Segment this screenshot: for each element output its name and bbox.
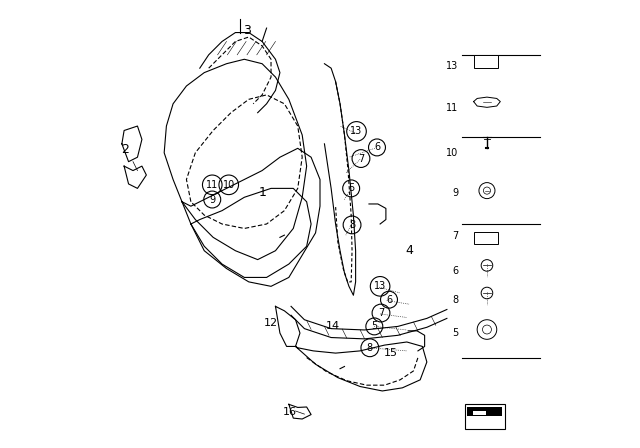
FancyBboxPatch shape bbox=[474, 55, 498, 68]
Text: 13: 13 bbox=[446, 61, 458, 71]
Text: 6: 6 bbox=[374, 142, 380, 152]
Text: 5: 5 bbox=[348, 183, 355, 194]
Text: 8: 8 bbox=[452, 295, 458, 305]
Bar bbox=[465, 404, 505, 429]
Text: 4: 4 bbox=[405, 244, 413, 257]
Text: 15: 15 bbox=[384, 348, 398, 358]
Text: 7: 7 bbox=[452, 231, 458, 241]
Text: 3: 3 bbox=[243, 24, 250, 37]
Bar bbox=[473, 410, 486, 415]
Text: 11: 11 bbox=[206, 180, 218, 190]
Text: 12: 12 bbox=[264, 318, 278, 328]
Text: 5: 5 bbox=[371, 321, 378, 332]
Text: 7: 7 bbox=[378, 308, 384, 318]
Text: 8: 8 bbox=[349, 220, 355, 230]
Bar bbox=[474, 232, 498, 244]
Text: 9: 9 bbox=[209, 194, 215, 205]
Text: 9: 9 bbox=[452, 188, 458, 198]
Text: 14: 14 bbox=[326, 320, 340, 331]
Text: 10: 10 bbox=[223, 180, 235, 190]
Text: 00145125: 00145125 bbox=[466, 420, 503, 429]
Text: 2: 2 bbox=[121, 143, 129, 156]
Text: 8: 8 bbox=[367, 343, 373, 353]
Text: 6: 6 bbox=[452, 266, 458, 276]
Text: 6: 6 bbox=[386, 295, 392, 305]
Text: 11: 11 bbox=[446, 103, 458, 113]
Text: 16: 16 bbox=[283, 407, 297, 417]
Text: 1: 1 bbox=[258, 186, 266, 199]
Text: 10: 10 bbox=[446, 148, 458, 158]
Text: 13: 13 bbox=[374, 281, 386, 291]
Bar bbox=[467, 406, 502, 416]
Text: 5: 5 bbox=[452, 328, 458, 338]
Text: 13: 13 bbox=[350, 126, 363, 136]
Text: 7: 7 bbox=[358, 154, 364, 164]
